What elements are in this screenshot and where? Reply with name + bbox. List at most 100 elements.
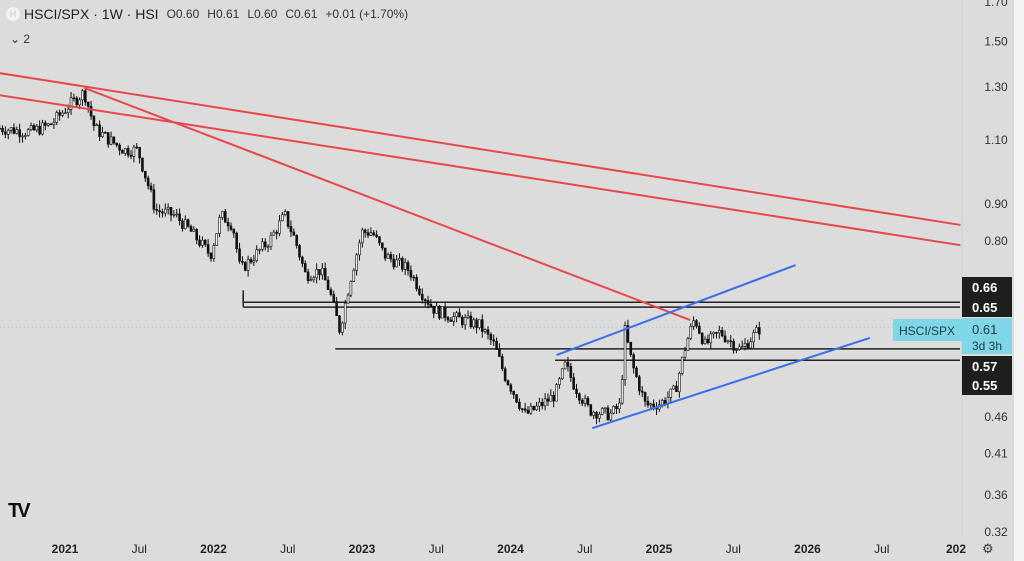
candle-body [455,312,458,317]
candle-body [146,177,150,187]
candle-body [89,106,93,117]
candle-body [238,248,241,262]
candle-body [526,409,530,414]
candle-body [66,109,70,114]
candle-body [383,247,387,259]
candle-body [438,305,441,319]
candle-body [332,294,336,302]
x-tick-label: 202 [946,542,966,556]
tradingview-logo[interactable]: TV [8,500,30,522]
candle-body [495,340,498,350]
close-value: C0.61 [285,7,318,21]
candle-body [272,231,276,236]
candle-body [223,211,227,223]
candle-body [689,326,693,339]
candle-body [375,234,378,238]
candle-body [323,268,327,281]
candle-body [503,368,507,381]
candle-body [172,214,176,216]
candle-body [249,259,253,263]
candle-body [246,259,250,271]
right-toolbar-strip [1014,0,1024,561]
candle-body [583,397,587,404]
candle-body [603,407,607,410]
candle-body [575,388,578,395]
candle-body [615,405,618,410]
candle-body [598,413,601,419]
settings-icon[interactable]: ⚙ [982,541,994,556]
candle-body [560,368,564,380]
candle-body [346,294,350,304]
price-label-box [962,356,1012,376]
candle-body [638,376,641,392]
candle-body [163,208,167,214]
price-label: 0.57 [972,359,997,374]
candle-body [361,229,364,244]
x-tick-label: Jul [132,542,147,556]
x-tick-label: 2021 [52,542,79,556]
candle-body [226,222,230,227]
candle-body [212,245,216,259]
candle-body [372,232,376,236]
candle-body [680,356,684,374]
candle-body [732,340,735,351]
change-value: +0.01 (+1.70%) [325,7,409,21]
candle-body [509,384,513,392]
candle-body [4,131,7,135]
trend-line [556,264,796,356]
candle-body [578,393,581,401]
candle-body [229,225,233,230]
candle-body [206,244,210,254]
candle-body [49,123,53,126]
candle-body [178,213,181,222]
candle-body [78,99,81,106]
candle-body [132,146,136,157]
candle-body [263,241,267,248]
candle-body [720,329,724,337]
candle-body [409,270,413,278]
symbol-title[interactable]: HSCI/SPX · 1W · HSI [24,6,159,22]
candle-body [1,127,4,133]
candle-body [26,129,30,136]
candle-body [6,130,10,135]
candle-body [138,146,141,159]
candle-body [61,112,64,116]
indicators-toggle[interactable]: ⌄ 2 [10,32,31,46]
candle-body [486,329,490,335]
price-label-box [962,297,1012,317]
candle-body [403,262,407,270]
candle-body [709,333,713,344]
candle-body [757,327,761,335]
candle-body [155,208,159,211]
candle-body [195,229,199,241]
candle-body [301,256,304,264]
candle-body [269,234,273,247]
candle-body [135,146,139,149]
candle-body [55,112,59,123]
candle-body [523,408,527,411]
candle-body [640,390,644,393]
candle-body [141,157,144,172]
candle-body [618,402,621,410]
candle-body [540,401,544,407]
candle-body [158,210,161,213]
x-tick-label: Jul [577,542,592,556]
candle-body [600,408,604,415]
candle-body [92,115,96,127]
x-tick-label: Jul [874,542,889,556]
candle-body [329,289,333,295]
y-tick-label: 0.32 [984,525,1008,539]
candle-body [538,401,541,407]
candle-body [623,325,627,380]
candle-body [29,125,33,131]
trend-line [0,72,961,226]
candle-body [278,220,281,234]
candle-body [381,242,384,249]
candle-body [298,245,301,258]
candle-body [518,401,521,409]
y-tick-label: 0.41 [984,446,1008,460]
candle-body [58,112,61,116]
candle-body [398,258,401,261]
candle-body [446,317,450,321]
